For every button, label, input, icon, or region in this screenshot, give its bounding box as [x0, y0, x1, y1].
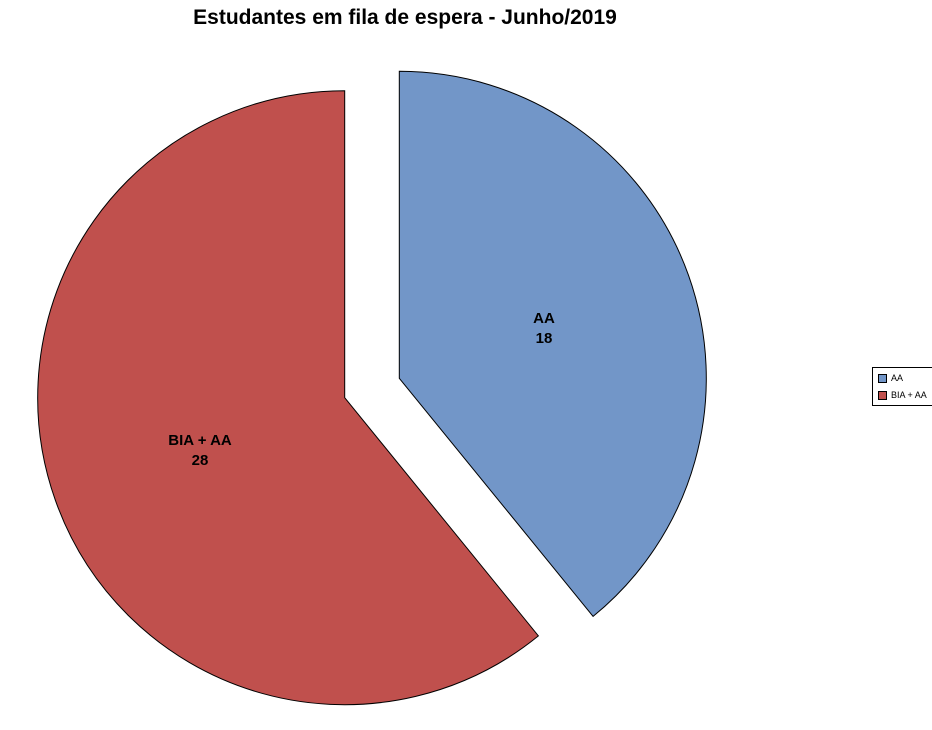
legend: AA BIA + AA — [872, 367, 932, 406]
pie-slice-aa — [398, 70, 707, 618]
legend-swatch-bia-aa — [878, 390, 887, 400]
legend-label-bia-aa: BIA + AA — [891, 390, 927, 400]
legend-item-aa: AA — [878, 373, 927, 383]
chart-title: Estudantes em fila de espera - Junho/201… — [193, 6, 617, 29]
slice-label-bia-aa: BIA + AA 28 — [168, 432, 232, 469]
legend-item-bia-aa: BIA + AA — [878, 390, 927, 400]
pie-slice-bia-aa — [37, 90, 540, 706]
legend-swatch-aa — [878, 373, 887, 383]
slice-label-aa: AA 18 — [533, 310, 555, 347]
legend-label-aa: AA — [891, 373, 904, 383]
